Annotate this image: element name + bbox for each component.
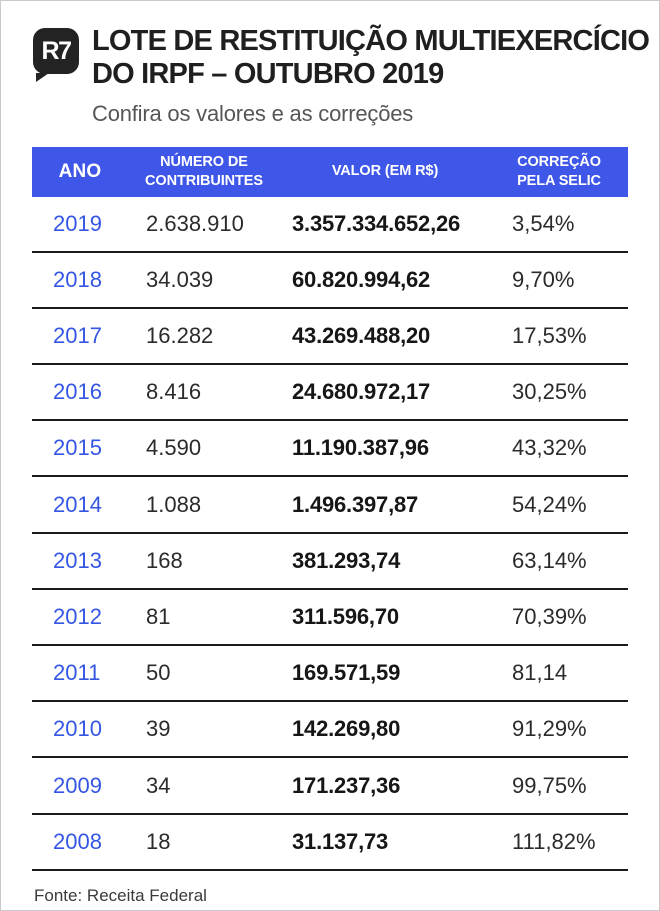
value-cell: 11.190.387,96: [292, 435, 429, 461]
selic-correction-cell: 3,54%: [512, 210, 575, 236]
page-title: LOTE DE RESTITUIÇÃO MULTIEXERCÍCIO DO IRP…: [92, 25, 650, 91]
contributors-cell: 2.638.910: [146, 210, 244, 236]
selic-correction-cell: 99,75%: [512, 772, 587, 798]
value-cell: 381.293,74: [292, 547, 401, 573]
year-cell: 2012: [53, 603, 102, 629]
value-cell: 169.571,59: [292, 660, 401, 686]
selic-correction-cell: 70,39%: [512, 603, 587, 629]
year-cell: 2016: [53, 379, 102, 405]
year-cell: 2009: [53, 772, 102, 798]
selic-correction-cell: 9,70%: [512, 266, 575, 292]
contributors-cell: 81: [146, 603, 171, 629]
r7-logo: R7: [33, 28, 79, 82]
selic-correction-cell: 63,14%: [512, 547, 587, 573]
table-row: 2009 34 171.237,36 99,75%: [32, 758, 628, 815]
year-cell: 2011: [53, 660, 101, 686]
year-cell: 2008: [53, 828, 102, 854]
source-note: Fonte: Receita Federal: [34, 885, 207, 905]
year-cell: 2013: [53, 547, 102, 573]
table-row: 2015 4.590 11.190.387,96 43,32%: [32, 421, 628, 478]
selic-correction-cell: 43,32%: [512, 435, 587, 461]
contributors-cell: 34: [146, 772, 171, 798]
contributors-cell: 168: [146, 547, 183, 573]
contributors-cell: 1.088: [146, 491, 202, 517]
table-row: 2013 168 381.293,74 63,14%: [32, 534, 628, 590]
value-cell: 60.820.994,62: [292, 266, 431, 292]
value-cell: 1.496.397,87: [292, 491, 419, 517]
title-block: LOTE DE RESTITUIÇÃO MULTIEXERCÍCIO DO IRP…: [92, 25, 650, 127]
subtitle: Confira os valores e as correções: [92, 100, 414, 126]
contributors-cell: 4.590: [146, 435, 202, 461]
contributors-cell: 18: [146, 828, 171, 854]
column-header-correcao-selic: CORREÇÃO PELA SELIC: [517, 154, 601, 189]
value-cell: 31.137,73: [292, 828, 389, 854]
table-row: 2014 1.088 1.496.397,87 54,24%: [32, 477, 628, 534]
table-body: 2019 2.638.910 3.357.334.652,26 3,54% 2018 34…: [32, 197, 628, 871]
year-cell: 2014: [53, 491, 102, 517]
year-cell: 2015: [53, 435, 102, 461]
column-header-contribuintes: NÚMERO DE CONTRIBUINTES: [145, 154, 263, 189]
contributors-cell: 50: [146, 660, 171, 686]
contributors-cell: 8.416: [146, 379, 202, 405]
value-cell: 24.680.972,17: [292, 379, 431, 405]
table-row: 2016 8.416 24.680.972,17 30,25%: [32, 365, 628, 422]
year-cell: 2019: [53, 210, 102, 236]
header: R7 LOTE DE RESTITUIÇÃO MULTIEXERCÍCIO DO …: [1, 1, 659, 127]
selic-correction-cell: 17,53%: [512, 323, 587, 348]
contributors-cell: 34.039: [146, 266, 214, 292]
table-row: 2018 34.039 60.820.994,62 9,70%: [32, 253, 628, 309]
selic-correction-cell: 54,24%: [512, 491, 587, 517]
table-header: ANO NÚMERO DE CONTRIBUINTES VALOR (EM R$…: [32, 146, 628, 197]
selic-correction-cell: 91,29%: [512, 716, 587, 742]
table-row: 2019 2.638.910 3.357.334.652,26 3,54%: [32, 197, 628, 253]
table-row: 2017 16.282 43.269.488,20 17,53%: [32, 309, 628, 366]
table-row: 2011 50 169.571,59 81,14: [32, 646, 628, 703]
selic-correction-cell: 111,82%: [512, 828, 596, 854]
value-cell: 311.596,70: [292, 603, 399, 629]
column-header-ano: ANO: [58, 160, 102, 182]
value-cell: 43.269.488,20: [292, 323, 431, 348]
value-cell: 142.269,80: [292, 716, 401, 742]
page-title-line1: LOTE DE RESTITUIÇÃO MULTIEXERCÍCIO: [92, 25, 650, 57]
value-cell: 171.237,36: [292, 772, 401, 798]
value-cell: 3.357.334.652,26: [292, 210, 461, 236]
selic-correction-cell: 30,25%: [512, 379, 587, 405]
selic-correction-cell: 81,14: [512, 660, 568, 686]
table-row: 2008 18 31.137,73 111,82%: [32, 815, 628, 871]
contributors-cell: 39: [146, 716, 171, 742]
r7-logo-text: R7: [41, 36, 72, 65]
table-row: 2010 39 142.269,80 91,29%: [32, 702, 628, 759]
year-cell: 2018: [53, 266, 102, 292]
year-cell: 2010: [53, 716, 102, 742]
table-row: 2012 81 311.596,70 70,39%: [32, 590, 628, 647]
page-title-line2: DO IRPF – OUTUBRO 2019: [92, 57, 444, 90]
column-header-valor: VALOR (EM R$): [331, 163, 439, 180]
year-cell: 2017: [53, 323, 102, 348]
contributors-cell: 16.282: [146, 323, 214, 348]
restitution-table: ANO NÚMERO DE CONTRIBUINTES VALOR (EM R$…: [32, 146, 628, 871]
